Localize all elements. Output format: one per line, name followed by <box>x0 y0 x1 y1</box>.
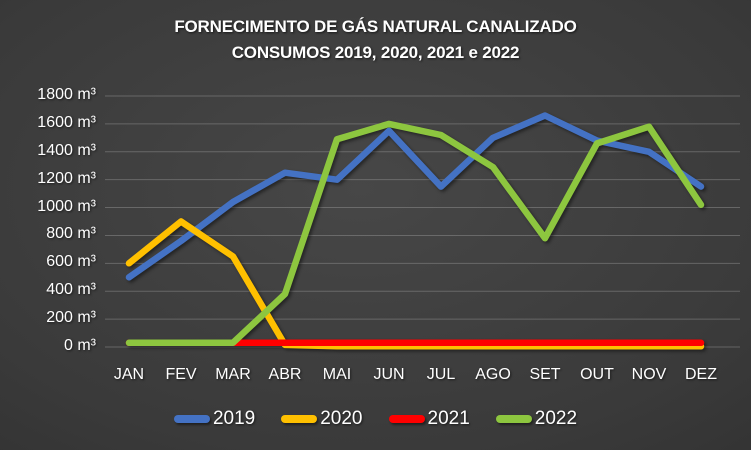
x-axis-label: DEZ <box>685 366 717 383</box>
y-axis-label: 1200 m³ <box>37 169 96 187</box>
chart-title-line2: CONSUMOS 2019, 2020, 2021 e 2022 <box>231 43 520 62</box>
legend-label: 2022 <box>534 408 578 429</box>
legend-item-2022: 2022 <box>495 408 578 430</box>
y-axis-label: 1400 m³ <box>37 141 96 159</box>
legend: 2019 2020 2021 2022 <box>0 406 751 432</box>
y-axis-label: 1000 m³ <box>37 197 96 215</box>
x-axis-label: OUT <box>580 366 614 383</box>
legend-item-2020: 2020 <box>281 408 363 430</box>
x-axis-label: JUN <box>373 366 405 383</box>
y-axis-label: 1600 m³ <box>37 113 96 131</box>
legend-swatch-icon <box>388 415 425 423</box>
chart-title: FORNECIMENTO DE GÁS NATURAL CANALIZADO C… <box>0 14 751 66</box>
x-axis-label: JUL <box>426 366 456 383</box>
series-lines <box>125 112 705 350</box>
legend-item-2021: 2021 <box>388 408 470 430</box>
y-axis-label: 200 m³ <box>46 309 96 327</box>
y-axis-label: 800 m³ <box>46 225 96 243</box>
y-axis-label: 1800 m³ <box>37 86 96 103</box>
legend-label: 2021 <box>427 408 470 429</box>
chart-title-line1: FORNECIMENTO DE GÁS NATURAL CANALIZADO <box>174 17 577 36</box>
x-axis-label: NOV <box>631 366 667 383</box>
y-axis-label: 400 m³ <box>46 281 96 299</box>
series-line-2022 <box>125 120 705 347</box>
x-axis-label: AGO <box>475 366 511 383</box>
legend-item-2019: 2019 <box>173 408 256 430</box>
legend-swatch-icon <box>495 415 532 423</box>
legend-swatch-icon <box>281 415 318 423</box>
legend-label: 2019 <box>212 408 256 429</box>
x-axis-label: MAI <box>322 366 352 383</box>
legend-label: 2020 <box>320 408 363 429</box>
y-axis-label: 600 m³ <box>46 253 96 271</box>
x-axis-label: FEV <box>165 366 197 383</box>
x-axis-label: ABR <box>268 366 302 383</box>
series-line-2020 <box>125 218 705 350</box>
x-axis-label: JAN <box>113 366 145 383</box>
legend-swatch-icon <box>173 415 210 423</box>
x-axis-label: MAR <box>215 366 251 383</box>
y-axis-label: 0 m³ <box>64 337 96 354</box>
x-axis-label: SET <box>529 366 561 383</box>
